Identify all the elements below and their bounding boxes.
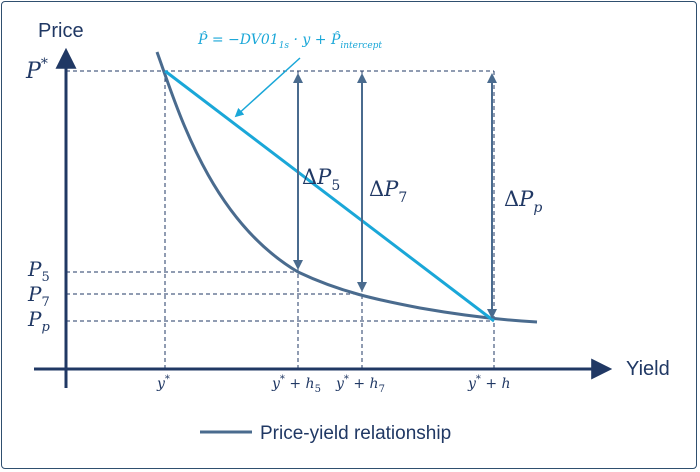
label-pp: Pp <box>27 307 50 335</box>
label-y-h: y* + h <box>467 374 511 392</box>
price-yield-curve <box>155 51 538 324</box>
y-axis-title: Price <box>38 20 84 42</box>
label-delta-pp: ΔPp <box>504 187 542 216</box>
formula-pointer-arrow <box>234 57 301 118</box>
label-delta-p5: ΔP5 <box>302 165 340 194</box>
label-y-h7: y* + h7 <box>335 374 385 395</box>
label-p5: P5 <box>27 257 50 285</box>
linear-approximation-line <box>164 69 495 323</box>
label-p7: P7 <box>27 282 50 310</box>
legend: Price-yield relationship <box>200 423 451 444</box>
label-p-star: P* <box>25 56 48 84</box>
legend-label: Price-yield relationship <box>260 423 451 444</box>
guide-lines <box>66 70 495 369</box>
linear-formula: P̂ = −DV011s · y + P̂intercept <box>197 30 382 51</box>
label-y-star: y* <box>156 374 170 392</box>
x-axis-title: Yield <box>626 358 670 380</box>
label-delta-p7: ΔP7 <box>369 177 407 206</box>
label-y-h5: y* + h5 <box>271 374 321 395</box>
